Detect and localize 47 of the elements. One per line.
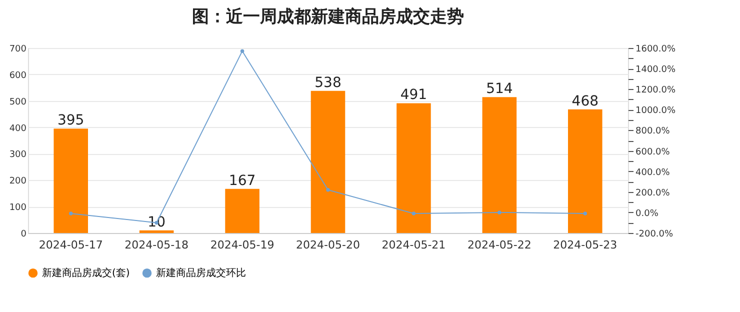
y-tick-label: 400 bbox=[9, 124, 27, 134]
bar bbox=[139, 230, 174, 233]
bar bbox=[396, 103, 431, 233]
y-tick-label: 300 bbox=[9, 150, 27, 160]
x-tick-label: 2024-05-22 bbox=[467, 238, 532, 252]
legend-label: 新建商品房成交环比 bbox=[156, 267, 246, 280]
data-label: 491 bbox=[400, 87, 428, 104]
x-tick-label: 2024-05-18 bbox=[124, 238, 189, 252]
data-label: 167 bbox=[228, 172, 256, 189]
y-tick-label: 200 bbox=[9, 176, 27, 187]
x-tick-label: 2024-05-23 bbox=[553, 238, 618, 252]
x-tick-label: 2024-05-20 bbox=[296, 238, 360, 252]
legend-label: 新建商品房成交(套) bbox=[42, 267, 130, 280]
y2-tick-label: 1200.0% bbox=[636, 86, 676, 96]
data-label: 538 bbox=[314, 74, 342, 91]
y-tick-label: 600 bbox=[9, 70, 27, 81]
bar bbox=[568, 109, 602, 233]
bar bbox=[54, 128, 88, 233]
y2-tick-label: 800.0% bbox=[636, 126, 670, 137]
y-tick-label: 500 bbox=[9, 97, 27, 108]
point bbox=[326, 188, 330, 192]
y2-tick-label: 200.0% bbox=[636, 188, 670, 198]
point bbox=[498, 210, 502, 214]
x-tick-label: 2024-05-21 bbox=[382, 238, 446, 252]
y-tick-label: 700 bbox=[9, 44, 27, 54]
x-tick-label: 2024-05-19 bbox=[210, 238, 274, 252]
y2-tick-label: 600.0% bbox=[636, 147, 670, 158]
data-label: 514 bbox=[486, 81, 513, 98]
y2-tick-label: 1600.0% bbox=[636, 44, 676, 54]
y2-tick-label: 0.0% bbox=[636, 208, 659, 219]
bar bbox=[310, 90, 346, 233]
y2-tick-label: 1400.0% bbox=[636, 65, 676, 76]
y2-tick-label: 400.0% bbox=[636, 168, 670, 178]
point bbox=[240, 49, 244, 53]
point bbox=[412, 212, 416, 216]
chart-title: 图：近一周成都新建商品房成交走势 bbox=[192, 7, 464, 27]
x-tick-label: 2024-05-17 bbox=[38, 238, 103, 252]
point bbox=[583, 212, 588, 216]
y-tick-label: 100 bbox=[9, 203, 27, 214]
bar bbox=[482, 97, 517, 233]
y2-tick-label: 1000.0% bbox=[636, 106, 676, 116]
y-tick-label: 0 bbox=[20, 230, 27, 240]
data-label: 395 bbox=[57, 112, 84, 129]
bar bbox=[225, 188, 260, 233]
point bbox=[68, 212, 73, 216]
y2-tick-label: -200.0% bbox=[636, 230, 674, 240]
data-label: 468 bbox=[572, 93, 599, 110]
